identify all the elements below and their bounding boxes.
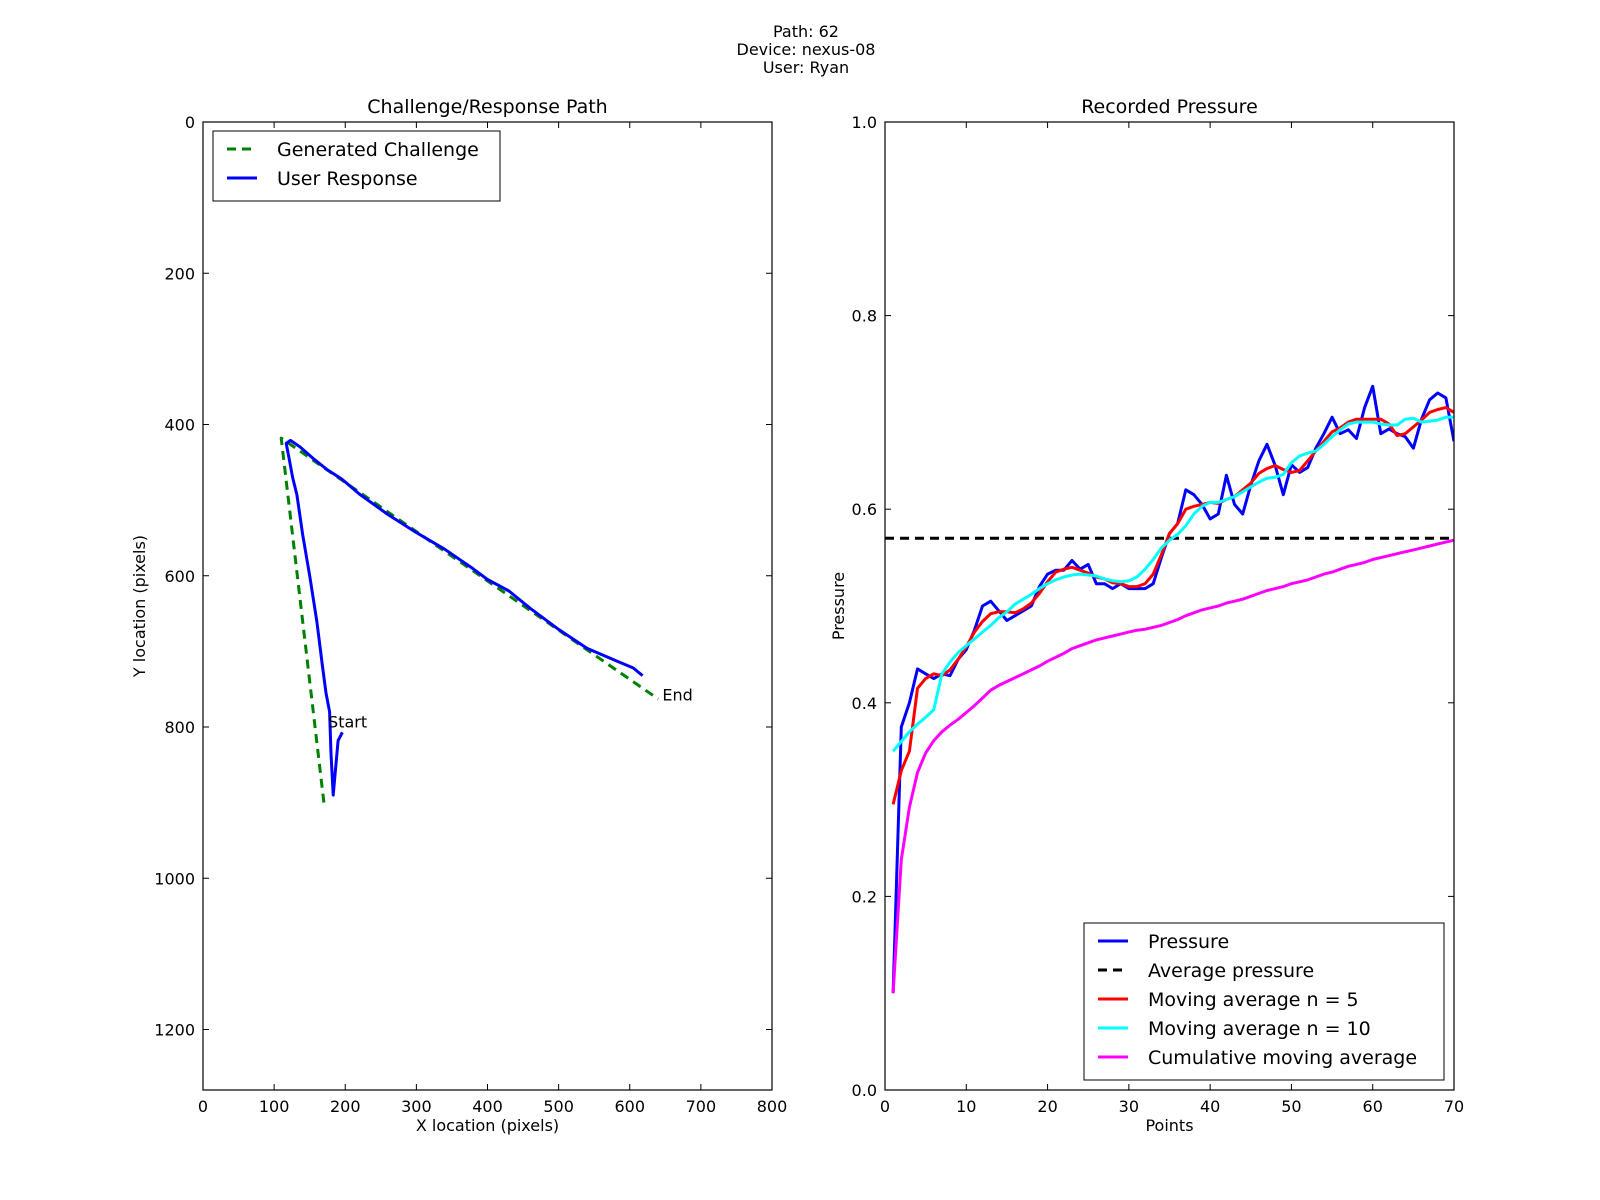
- legend-box: [212, 130, 501, 202]
- x-axis-label: Points: [1145, 1116, 1193, 1135]
- legend-label-cumulative-moving-average: Cumulative moving average: [1148, 1047, 1417, 1069]
- series-line-moving-average-n-5: [891, 406, 1454, 805]
- y-tick-label: 600: [164, 567, 195, 586]
- chart-title: Recorded Pressure: [1081, 96, 1258, 118]
- x-tick-label: 0: [880, 1097, 890, 1116]
- legend-label-pressure: Pressure: [1148, 931, 1229, 953]
- y-tick-label: 0.4: [852, 694, 877, 713]
- series-line-pressure: [891, 384, 1454, 994]
- x-axis-label: X location (pixels): [416, 1116, 559, 1135]
- x-tick-label: 600: [614, 1097, 645, 1116]
- axes-frame: [202, 121, 773, 1091]
- y-tick-label: 0.6: [852, 500, 877, 519]
- y-tick-label: 0.0: [852, 1081, 877, 1100]
- legend-label-average-pressure: Average pressure: [1148, 960, 1314, 982]
- x-tick-label: 400: [472, 1097, 503, 1116]
- x-tick-label: 800: [757, 1097, 788, 1116]
- legend: Pressure Average pressure Moving average n…: [1083, 922, 1445, 1081]
- x-tick-label: 40: [1200, 1097, 1220, 1116]
- y-tick-label: 1000: [154, 869, 195, 888]
- y-tick-label: 1200: [154, 1021, 195, 1040]
- x-tick-label: 70: [1444, 1097, 1464, 1116]
- x-tick-label: 100: [259, 1097, 290, 1116]
- series-line-generated-challenge: [279, 436, 660, 803]
- chart-title: Challenge/Response Path: [367, 96, 607, 118]
- x-tick-label: 700: [686, 1097, 717, 1116]
- figure-suptitle-line-1: Path: 62: [773, 22, 839, 41]
- legend-label-moving-average-n-10: Moving average n = 10: [1148, 1018, 1371, 1040]
- y-tick-label: 800: [164, 718, 195, 737]
- y-tick-label: 400: [164, 416, 195, 435]
- series-line-moving-average-n-10: [891, 415, 1454, 753]
- x-tick-label: 10: [956, 1097, 976, 1116]
- pressure-chart: 0 10 20 30 40 50 60 70 0.0 0.2 0.4 0.6 0.8 1.0 Recorde…: [829, 96, 1464, 1135]
- y-tick-label: 1.0: [852, 113, 877, 132]
- x-tick-label: 20: [1037, 1097, 1057, 1116]
- x-tick-label: 30: [1119, 1097, 1139, 1116]
- legend: Generated Challenge User Response: [212, 130, 501, 202]
- axes-frame: [884, 121, 1455, 1091]
- series-group: [885, 384, 1454, 994]
- annotation-end: End: [662, 685, 692, 704]
- series-line-cumulative-moving-average: [891, 538, 1454, 994]
- figure-suptitle-line-2: Device: nexus-08: [737, 40, 876, 59]
- series-group: [279, 436, 660, 803]
- legend-label-generated-challenge: Generated Challenge: [277, 139, 479, 161]
- legend-label-user-response: User Response: [277, 168, 418, 190]
- x-tick-label: 60: [1363, 1097, 1383, 1116]
- y-tick-label: 200: [164, 264, 195, 283]
- y-tick-label: 0.8: [852, 307, 877, 326]
- figure-suptitle-line-3: User: Ryan: [763, 58, 849, 77]
- legend-box: [1083, 922, 1445, 1081]
- path-chart: 0 100 200 300 400 500 600 700 800 0 200 400 600 800 10…: [130, 96, 787, 1135]
- x-tick-label: 50: [1281, 1097, 1301, 1116]
- y-axis-label: Pressure: [829, 572, 848, 640]
- series-line-user-response: [284, 438, 644, 797]
- y-axis-label: Y location (pixels): [130, 535, 149, 678]
- y-tick-label: 0.2: [852, 887, 877, 906]
- x-tick-label: 500: [543, 1097, 574, 1116]
- x-tick-label: 300: [401, 1097, 432, 1116]
- x-tick-label: 0: [198, 1097, 208, 1116]
- legend-label-moving-average-n-5: Moving average n = 5: [1148, 989, 1359, 1011]
- y-tick-label: 0: [185, 113, 195, 132]
- annotation-start: Start: [328, 713, 367, 732]
- x-tick-label: 200: [330, 1097, 361, 1116]
